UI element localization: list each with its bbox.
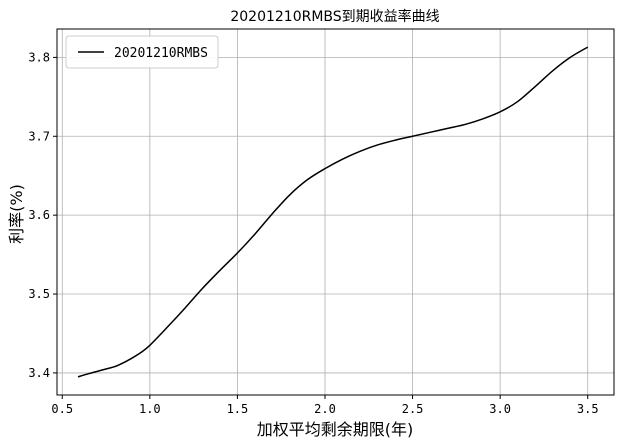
y-tick-label: 3.5 [28, 287, 50, 301]
y-tick-label: 3.8 [28, 50, 50, 64]
x-tick-label: 3.0 [489, 402, 511, 416]
x-tick-label: 2.0 [314, 402, 336, 416]
series-line-20201210RMBS [77, 46, 589, 378]
series-layer [77, 46, 589, 378]
x-axis-title: 加权平均剩余期限(年) [257, 420, 414, 439]
x-tick-label: 3.5 [577, 402, 599, 416]
y-axis-title: 利率(%) [7, 184, 26, 244]
y-tick-label: 3.6 [28, 208, 50, 222]
legend-label: 20201210RMBS [114, 46, 208, 61]
grid [57, 29, 614, 395]
legend-box [65, 35, 219, 69]
y-tick-label: 3.4 [28, 366, 50, 380]
y-tick-label: 3.7 [28, 129, 50, 143]
ticks: 0.5 1.0 1.5 2.0 2.5 3.0 3.5 3.4 3.5 3.6 3.7 3.8 [28, 50, 598, 416]
plot-frame [56, 28, 615, 396]
x-tick-label: 2.5 [402, 402, 424, 416]
chart-title: 20201210RMBS到期收益率曲线 [230, 8, 439, 25]
legend: 20201210RMBS [65, 35, 219, 69]
x-tick-label: 1.0 [139, 402, 161, 416]
x-tick-label: 0.5 [51, 402, 73, 416]
x-tick-label: 1.5 [227, 402, 249, 416]
